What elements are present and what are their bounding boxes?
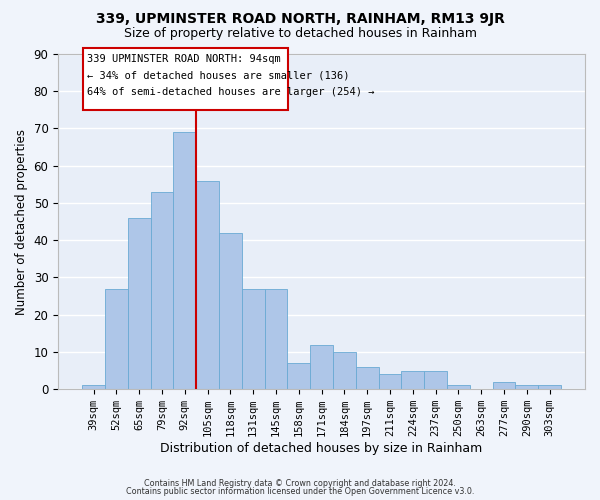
Text: Contains public sector information licensed under the Open Government Licence v3: Contains public sector information licen… bbox=[126, 487, 474, 496]
Text: ← 34% of detached houses are smaller (136): ← 34% of detached houses are smaller (13… bbox=[87, 70, 350, 81]
Bar bbox=[356, 367, 379, 389]
Bar bbox=[265, 288, 287, 389]
Bar bbox=[379, 374, 401, 389]
Bar bbox=[151, 192, 173, 389]
Text: Size of property relative to detached houses in Rainham: Size of property relative to detached ho… bbox=[124, 28, 476, 40]
Bar bbox=[310, 344, 333, 389]
Bar bbox=[242, 288, 265, 389]
Bar bbox=[173, 132, 196, 389]
Bar bbox=[515, 386, 538, 389]
Bar bbox=[196, 180, 219, 389]
Bar bbox=[333, 352, 356, 389]
Bar bbox=[538, 386, 561, 389]
Bar bbox=[287, 363, 310, 389]
Y-axis label: Number of detached properties: Number of detached properties bbox=[15, 128, 28, 314]
X-axis label: Distribution of detached houses by size in Rainham: Distribution of detached houses by size … bbox=[160, 442, 483, 455]
Bar bbox=[401, 370, 424, 389]
Bar bbox=[128, 218, 151, 389]
Bar bbox=[447, 386, 470, 389]
Bar bbox=[493, 382, 515, 389]
Text: 339 UPMINSTER ROAD NORTH: 94sqm: 339 UPMINSTER ROAD NORTH: 94sqm bbox=[87, 54, 281, 64]
Bar bbox=[219, 232, 242, 389]
FancyBboxPatch shape bbox=[83, 48, 288, 110]
Bar bbox=[82, 386, 105, 389]
Text: Contains HM Land Registry data © Crown copyright and database right 2024.: Contains HM Land Registry data © Crown c… bbox=[144, 478, 456, 488]
Bar bbox=[105, 288, 128, 389]
Text: 339, UPMINSTER ROAD NORTH, RAINHAM, RM13 9JR: 339, UPMINSTER ROAD NORTH, RAINHAM, RM13… bbox=[95, 12, 505, 26]
Text: 64% of semi-detached houses are larger (254) →: 64% of semi-detached houses are larger (… bbox=[87, 88, 374, 98]
Bar bbox=[424, 370, 447, 389]
